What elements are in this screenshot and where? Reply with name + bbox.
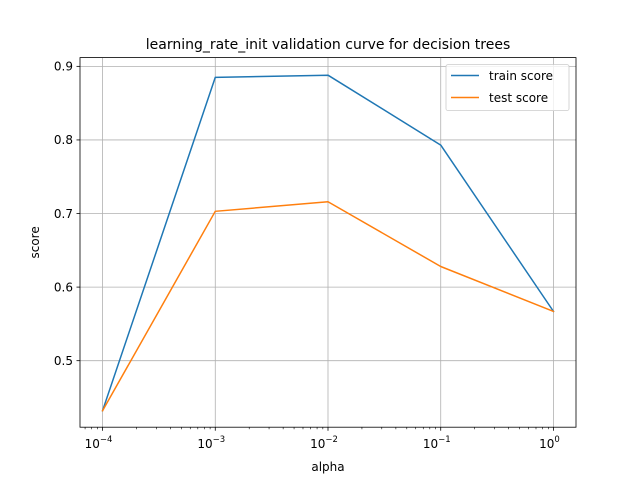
y-tick-label: 0.6 <box>54 280 73 294</box>
y-axis-label: score <box>28 226 42 258</box>
chart-title: learning_rate_init validation curve for … <box>146 37 511 53</box>
legend-label-test-score: test score <box>489 91 548 105</box>
tick-layer: 10−4 10−3 10−2 10−1 100 0.5 0.6 0.7 0.8 0.9 <box>54 60 560 452</box>
grid-layer <box>80 57 576 428</box>
y-tick-label: 0.9 <box>54 60 73 74</box>
series-line-train-score <box>101 74 555 412</box>
x-tick-label: 10−1 <box>423 435 451 451</box>
series-layer <box>101 74 555 412</box>
x-tick-label: 100 <box>539 435 560 451</box>
x-tick-label: 10−3 <box>197 435 225 451</box>
y-tick-label: 0.8 <box>54 133 73 147</box>
x-axis-label: alpha <box>311 460 344 474</box>
y-tick-label: 0.5 <box>54 354 73 368</box>
legend: train score test score <box>445 64 570 111</box>
y-tick-label: 0.7 <box>54 207 73 221</box>
x-tick-label: 10−4 <box>85 435 113 451</box>
series-line-test-score <box>101 201 555 412</box>
legend-label-train-score: train score <box>489 69 553 83</box>
x-tick-label: 10−2 <box>310 435 338 451</box>
